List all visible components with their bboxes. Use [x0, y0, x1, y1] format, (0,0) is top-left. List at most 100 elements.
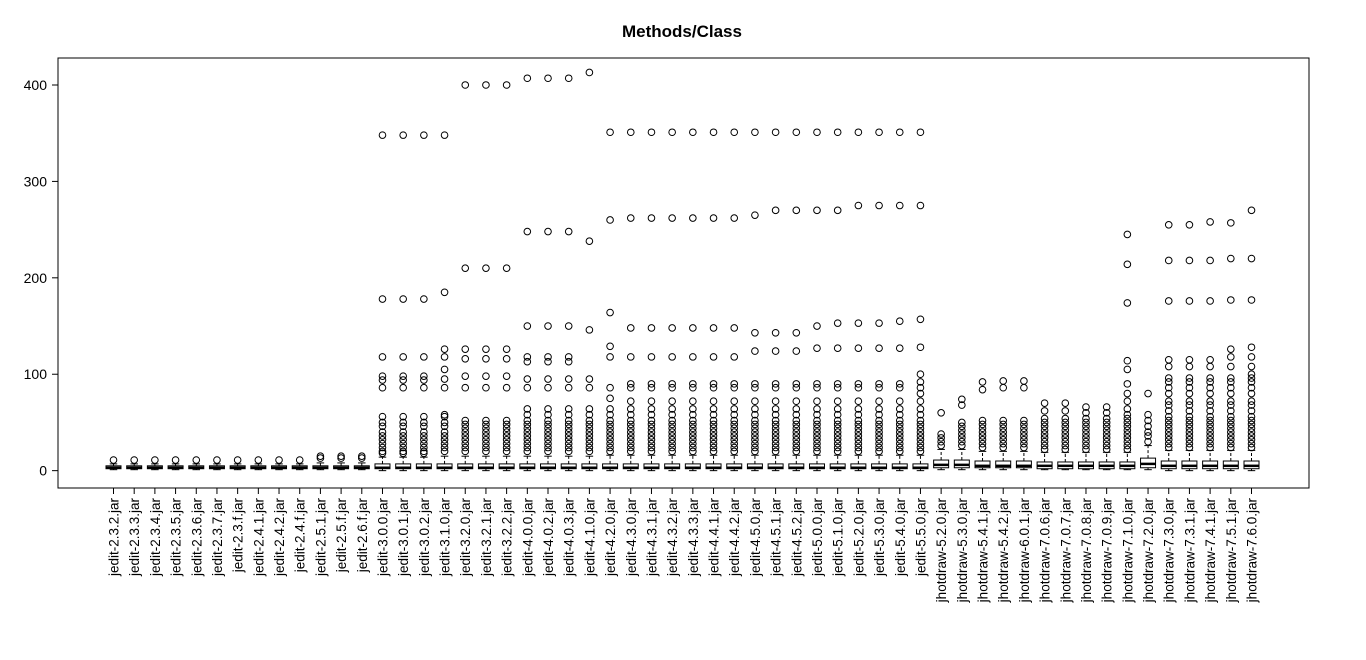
outlier-point — [833, 380, 842, 388]
outlier-point — [771, 383, 780, 392]
outlier-point — [792, 128, 801, 137]
outlier-point — [730, 397, 739, 406]
outlier-point — [771, 397, 780, 406]
outlier-point — [1123, 299, 1132, 307]
y-tick-label: 400 — [24, 77, 48, 93]
outlier-point — [833, 397, 842, 406]
outlier-point — [854, 428, 863, 436]
outlier-point — [1227, 432, 1235, 440]
outlier-point — [854, 416, 863, 425]
outlier-point — [461, 432, 470, 440]
outlier-point — [482, 355, 490, 363]
box-group — [1140, 389, 1157, 471]
outlier-point — [420, 131, 428, 139]
outlier-point — [833, 319, 842, 327]
outlier-point — [1123, 389, 1132, 398]
outlier-point — [1206, 428, 1214, 436]
outlier-point — [523, 357, 532, 366]
outlier-point — [1247, 206, 1256, 215]
outlier-point — [771, 405, 780, 413]
outlier-point — [792, 405, 801, 413]
outlier-point — [751, 128, 759, 137]
outlier-point — [1020, 439, 1028, 448]
outlier-point — [1247, 343, 1256, 352]
y-axis: 0 100 200 300 400 — [24, 77, 59, 479]
outlier-point — [1164, 401, 1173, 409]
x-tick-label: jedit-2.6.f.jar — [355, 498, 370, 574]
outlier-point — [399, 376, 407, 384]
outlier-point — [502, 424, 511, 433]
box-group — [374, 131, 391, 472]
outlier-point — [689, 447, 697, 456]
outlier-point — [1040, 407, 1049, 415]
outlier-point — [482, 435, 490, 444]
outlier-point — [461, 355, 470, 363]
outlier-point — [813, 206, 821, 215]
outlier-point — [523, 410, 532, 419]
outlier-point — [689, 432, 697, 440]
outlier-point — [854, 443, 863, 452]
outlier-point — [1164, 355, 1173, 364]
outlier-point — [978, 416, 987, 425]
outlier-point — [1227, 412, 1235, 421]
outlier-point — [833, 447, 842, 456]
outlier-point — [751, 380, 759, 388]
outlier-point — [958, 437, 966, 446]
outlier-point — [1227, 416, 1235, 425]
outlier-point — [709, 128, 718, 137]
outlier-point — [813, 322, 821, 330]
outlier-point — [399, 447, 407, 456]
box-group — [1243, 206, 1260, 472]
outlier-point — [1144, 437, 1152, 446]
x-tick-label: jedit-4.5.1.jar — [769, 498, 784, 578]
outlier-point — [1123, 356, 1132, 365]
outlier-point — [771, 347, 780, 355]
outlier-point — [999, 424, 1008, 433]
box-group — [829, 128, 846, 472]
x-axis-labels: jedit-2.3.2.jar jedit-2.3.3.jar jedit-2.3.… — [107, 487, 1260, 604]
box-group — [167, 456, 184, 471]
x-tick-label: jhotdraw-7.0.9.jar — [1100, 498, 1115, 604]
outlier-point — [1102, 426, 1111, 434]
outlier-point — [378, 295, 387, 303]
box-group — [436, 131, 453, 472]
outlier-point — [254, 456, 263, 464]
box-group — [1181, 220, 1198, 472]
outlier-point — [1164, 297, 1173, 305]
outlier-point — [1020, 432, 1028, 440]
x-tick-label: jhotdraw-7.4.1.jar — [1203, 498, 1218, 604]
outlier-point — [689, 383, 697, 392]
outlier-point — [895, 201, 904, 210]
outlier-point — [1102, 403, 1111, 411]
outlier-point — [1123, 405, 1132, 413]
outlier-point — [1185, 443, 1194, 452]
outlier-point — [854, 439, 863, 448]
outlier-point — [606, 410, 614, 419]
outlier-point — [213, 456, 221, 464]
outlier-point — [833, 439, 842, 448]
box-group — [1119, 230, 1136, 471]
outlier-point — [544, 322, 552, 330]
outlier-point — [751, 435, 759, 444]
outlier-point — [482, 383, 490, 392]
outlier-point — [730, 443, 739, 452]
outlier-point — [771, 428, 780, 436]
outlier-point — [626, 435, 635, 444]
outlier-point — [709, 424, 718, 433]
outlier-point — [1206, 407, 1214, 415]
box-group — [353, 452, 370, 471]
outlier-point — [1164, 220, 1173, 229]
outlier-point — [1061, 441, 1070, 450]
outlier-point — [689, 428, 697, 436]
outlier-point — [730, 380, 739, 388]
outlier-point — [523, 322, 532, 330]
outlier-point — [606, 447, 614, 456]
outlier-point — [751, 383, 759, 392]
outlier-point — [461, 383, 470, 392]
outlier-point — [337, 454, 345, 462]
outlier-point — [1102, 422, 1111, 431]
outlier-point — [1206, 443, 1214, 452]
outlier-point — [564, 405, 573, 413]
outlier-point — [895, 432, 904, 440]
outlier-point — [895, 416, 904, 425]
